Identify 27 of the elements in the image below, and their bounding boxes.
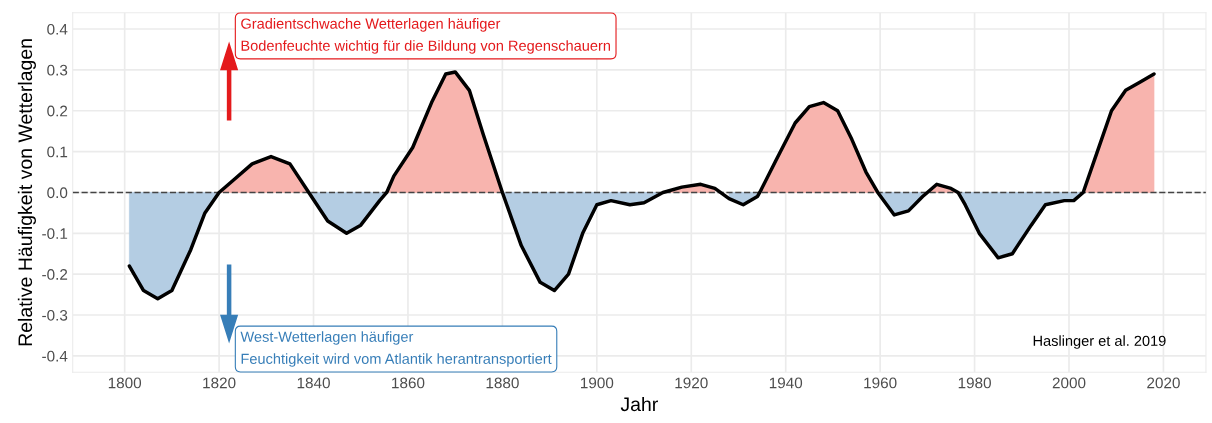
x-tick-label: 2020 [1147,377,1180,389]
x-tick-label: 1980 [958,377,991,389]
y-tick-label: -0.3 [42,309,68,321]
y-tick-label: 0.2 [47,105,68,117]
y-tick-label: -0.1 [42,228,68,240]
x-tick-label: 1920 [675,377,708,389]
x-tick-label: 1860 [392,377,425,389]
y-tick-label: 0.3 [47,64,68,76]
x-tick-label: 1940 [769,377,803,389]
x-tick-label: 1900 [581,377,614,389]
y-tick-label: -0.4 [42,350,68,362]
x-tick-label: 2000 [1052,377,1086,389]
y-tick-label: 0.1 [47,146,68,158]
annotation: Haslinger et al. 2019 [1033,335,1166,349]
x-tick-label: 1880 [486,377,519,389]
annotation: Gradientschwache Wetterlagen häufiger Bodenfeuchte wichtig für die Bildung von Regenschauern [241,18,610,54]
x-tick-label: 1800 [108,377,142,389]
x-tick-label: 1840 [297,377,330,389]
y-tick-label: -0.2 [42,269,68,280]
annotation: West-Wetterlagen häufiger Feuchtigkeit wird vom Atlantik herantransportiert [240,331,552,367]
y-tick-label: 0.0 [47,187,68,199]
line-series [127,70,1156,301]
y-tick-label: 0.4 [47,23,68,35]
x-tick-label: 1960 [864,377,897,389]
x-axis-title: Jahr [620,396,658,412]
x-tick-label: 1820 [203,377,236,389]
y-axis-title: Relative Häufigkeit von Wetterlagen [17,39,36,346]
